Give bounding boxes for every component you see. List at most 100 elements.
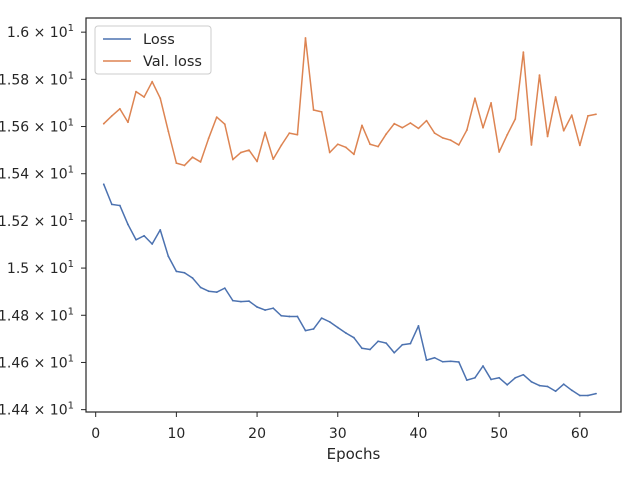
data-point-loss-2 — [110, 203, 113, 206]
data-point-val-loss-8 — [159, 97, 162, 100]
data-point-val-loss-23 — [280, 144, 283, 147]
data-point-loss-35 — [377, 340, 380, 343]
data-point-val-loss-18 — [240, 151, 242, 154]
data-point-val-loss-4 — [127, 121, 129, 124]
data-point-val-loss-55 — [538, 74, 541, 76]
legend-box — [94, 25, 212, 75]
y-tick-label: 1.46 × 101 — [0, 353, 74, 371]
data-point-loss-38 — [401, 343, 404, 346]
data-point-loss-53 — [522, 373, 525, 376]
data-point-val-loss-54 — [530, 144, 533, 146]
data-point-val-loss-59 — [570, 114, 573, 117]
data-point-val-loss-15 — [215, 116, 218, 118]
data-point-val-loss-32 — [353, 153, 355, 156]
data-point-val-loss-37 — [393, 122, 396, 125]
data-point-loss-56 — [546, 385, 549, 388]
data-point-val-loss-39 — [409, 122, 412, 124]
data-point-val-loss-31 — [344, 146, 347, 149]
data-point-loss-61 — [587, 394, 589, 397]
data-point-val-loss-36 — [385, 133, 388, 135]
x-tick-label: 30 — [329, 426, 347, 442]
data-point-val-loss-5 — [135, 90, 137, 93]
x-tick-label: 10 — [167, 426, 185, 442]
data-point-val-loss-27 — [312, 109, 315, 111]
data-point-loss-45 — [457, 361, 460, 363]
data-point-val-loss-58 — [562, 129, 565, 132]
data-point-val-loss-41 — [425, 119, 428, 122]
y-tick-label: 1.44 × 101 — [0, 401, 74, 419]
legend-label-loss: Loss — [143, 32, 175, 48]
data-point-val-loss-57 — [554, 96, 557, 98]
data-point-loss-24 — [288, 315, 291, 318]
data-point-val-loss-17 — [231, 158, 234, 161]
data-point-val-loss-25 — [296, 133, 299, 136]
series-line-loss — [103, 184, 597, 397]
series-line-val-loss — [103, 37, 597, 167]
data-point-loss-31 — [344, 332, 347, 334]
series-layer — [102, 37, 597, 397]
data-point-loss-5 — [135, 238, 137, 241]
data-point-val-loss-13 — [199, 161, 202, 163]
data-point-val-loss-26 — [304, 37, 307, 39]
data-point-loss-32 — [353, 336, 355, 339]
y-tick-label: 1.6 × 101 — [7, 23, 74, 41]
data-point-loss-3 — [118, 204, 121, 207]
data-point-val-loss-19 — [248, 149, 250, 152]
y-tick-label: 1.5 × 101 — [7, 259, 74, 277]
data-point-loss-43 — [441, 360, 444, 363]
data-point-loss-42 — [433, 356, 436, 359]
legend-label-val-loss: Val. loss — [143, 54, 202, 70]
data-point-loss-59 — [570, 389, 573, 392]
data-point-loss-21 — [264, 309, 267, 311]
data-point-loss-40 — [417, 324, 420, 327]
data-point-val-loss-11 — [183, 164, 186, 167]
x-tick-label: 40 — [410, 426, 428, 442]
data-point-val-loss-3 — [118, 107, 121, 110]
legend: Loss Val. loss — [94, 25, 212, 75]
data-point-val-loss-28 — [320, 111, 323, 113]
data-point-loss-62 — [595, 392, 597, 395]
data-point-val-loss-7 — [151, 80, 154, 83]
y-tick-label: 1.58 × 101 — [0, 70, 74, 88]
data-point-loss-39 — [409, 342, 412, 345]
data-point-loss-13 — [199, 286, 202, 289]
x-tick-label: 50 — [490, 426, 508, 442]
data-point-val-loss-46 — [465, 129, 468, 131]
x-tick-label: 0 — [91, 426, 100, 442]
data-point-val-loss-44 — [449, 139, 452, 142]
data-point-loss-46 — [465, 379, 468, 382]
data-point-loss-29 — [328, 320, 331, 323]
data-point-val-loss-43 — [441, 136, 444, 139]
y-tick-label: 1.52 × 101 — [0, 212, 74, 230]
data-point-val-loss-53 — [522, 51, 525, 54]
data-point-loss-50 — [498, 376, 501, 379]
data-point-loss-51 — [506, 383, 509, 386]
data-point-val-loss-29 — [328, 151, 331, 154]
data-point-val-loss-56 — [546, 135, 549, 138]
data-point-loss-41 — [425, 359, 428, 361]
x-axis-label: Epochs — [327, 445, 381, 463]
data-point-val-loss-1 — [102, 122, 105, 125]
data-point-loss-16 — [223, 287, 226, 290]
data-point-val-loss-52 — [514, 118, 517, 120]
data-point-loss-9 — [167, 255, 170, 258]
data-point-loss-44 — [449, 360, 452, 363]
data-point-val-loss-34 — [369, 143, 371, 146]
data-point-loss-60 — [578, 394, 581, 397]
data-point-loss-25 — [296, 315, 299, 318]
data-point-loss-8 — [159, 228, 162, 231]
x-tick-label: 20 — [248, 426, 266, 442]
data-point-loss-18 — [240, 300, 242, 303]
data-point-val-loss-20 — [256, 160, 258, 163]
data-point-val-loss-60 — [578, 144, 581, 147]
data-point-loss-49 — [490, 378, 492, 381]
data-point-val-loss-12 — [191, 156, 194, 159]
data-point-val-loss-10 — [175, 162, 178, 165]
data-point-loss-27 — [312, 328, 315, 330]
data-point-loss-4 — [127, 223, 129, 226]
data-point-loss-36 — [385, 342, 388, 345]
data-point-val-loss-6 — [143, 96, 146, 98]
data-point-val-loss-51 — [506, 133, 509, 136]
data-point-loss-58 — [562, 383, 565, 386]
